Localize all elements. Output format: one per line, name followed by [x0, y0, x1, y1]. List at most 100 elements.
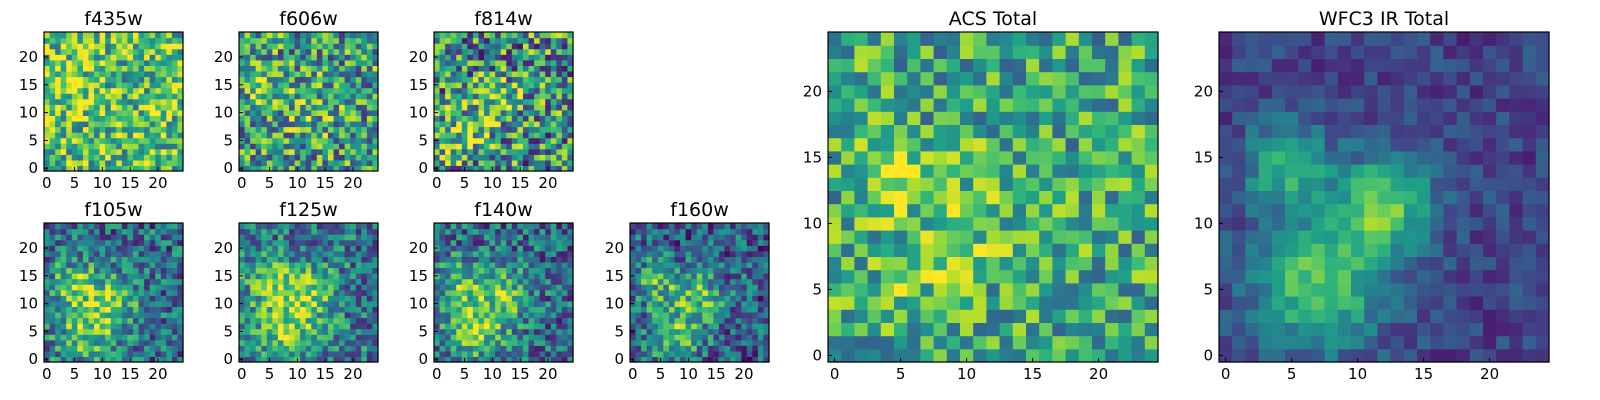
- heatmap-cell: [973, 269, 987, 284]
- heatmap-cell: [506, 289, 513, 296]
- heatmap-cell: [528, 159, 535, 167]
- heatmap-cell: [946, 309, 961, 323]
- heatmap-cell: [272, 59, 279, 66]
- heatmap-cell: [556, 32, 563, 39]
- heatmap-cell: [77, 250, 84, 257]
- heatmap-cell: [138, 267, 145, 274]
- heatmap-cell: [316, 323, 323, 330]
- heatmap-cell: [110, 317, 117, 324]
- heatmap-cell: [434, 98, 441, 105]
- heatmap-cell: [261, 295, 268, 302]
- heatmap-cell: [105, 234, 112, 241]
- heatmap-cell: [561, 126, 569, 133]
- heatmap-cell: [522, 339, 530, 346]
- heatmap-cell: [289, 234, 296, 241]
- heatmap-cell: [1026, 230, 1040, 244]
- heatmap-cell: [539, 76, 546, 83]
- heatmap-cell: [94, 261, 101, 269]
- heatmap-cell: [668, 273, 676, 280]
- heatmap-cell: [116, 148, 123, 155]
- heatmap-cell: [461, 143, 468, 150]
- heatmap-cell: [44, 234, 51, 241]
- heatmap-cell: [1092, 282, 1106, 297]
- heatmap-cell: [434, 70, 441, 78]
- heatmap-cell: [999, 335, 1014, 350]
- heatmap-cell: [160, 48, 167, 55]
- heatmap-cell: [277, 154, 285, 161]
- heatmap-cell: [88, 306, 95, 313]
- heatmap-cell: [105, 339, 112, 346]
- heatmap-cell: [567, 239, 574, 246]
- heatmap-cell: [99, 245, 106, 252]
- heatmap-cell: [177, 148, 184, 155]
- heatmap-cell: [116, 126, 123, 133]
- heatmap-cell: [155, 37, 162, 44]
- heatmap-cell: [55, 300, 62, 307]
- heatmap-cell: [366, 59, 374, 66]
- heatmap-cell: [472, 93, 480, 100]
- heatmap-cell: [567, 228, 574, 235]
- heatmap-cell: [556, 76, 563, 83]
- heatmap-cell: [550, 234, 557, 241]
- heatmap-cell: [828, 124, 842, 139]
- heatmap-cell: [110, 115, 117, 122]
- heatmap-cell: [55, 65, 62, 72]
- heatmap-cell: [277, 93, 285, 100]
- heatmap-cell: [333, 165, 340, 172]
- heatmap-cell: [149, 317, 156, 324]
- heatmap-cell: [763, 306, 770, 313]
- heatmap-cell: [685, 234, 692, 241]
- heatmap-cell: [300, 143, 307, 150]
- heatmap-cell: [132, 32, 140, 39]
- heatmap-cell: [138, 120, 145, 128]
- heatmap-cell: [506, 132, 513, 139]
- heatmap-cell: [746, 323, 753, 330]
- heatmap-cell: [355, 256, 362, 263]
- heatmap-cell: [77, 148, 84, 155]
- heatmap-cell: [1144, 216, 1159, 231]
- heatmap-cell: [880, 203, 895, 218]
- heatmap-cell: [528, 59, 535, 66]
- heatmap-cell: [561, 115, 569, 122]
- heatmap-cell: [741, 256, 748, 263]
- heatmap-cell: [495, 267, 502, 274]
- heatmap-cell: [94, 65, 101, 72]
- heatmap-cell: [561, 154, 569, 161]
- heatmap-cell: [366, 334, 374, 341]
- heatmap-cell: [244, 65, 251, 72]
- heatmap-cell: [121, 345, 128, 352]
- heatmap-cell: [166, 223, 173, 230]
- heatmap-cell: [657, 261, 664, 269]
- heatmap-cell: [149, 59, 156, 66]
- heatmap-cell: [522, 70, 530, 78]
- heatmap-cell: [735, 334, 742, 341]
- heatmap-cell: [339, 356, 346, 363]
- heatmap-cell: [450, 165, 457, 172]
- heatmap-cell: [450, 328, 457, 335]
- heatmap-cell: [545, 323, 552, 330]
- heatmap-cell: [144, 323, 151, 330]
- heatmap-cell: [121, 132, 128, 139]
- heatmap-cell: [272, 250, 279, 257]
- heatmap-cell: [160, 120, 167, 128]
- heatmap-cell: [88, 239, 95, 246]
- heatmap-cell: [105, 239, 112, 246]
- heatmap-cell: [171, 76, 179, 83]
- heatmap-cell: [77, 261, 84, 269]
- heatmap-cell: [528, 261, 535, 269]
- heatmap-cell: [116, 250, 123, 257]
- heatmap-cell: [489, 317, 496, 324]
- heatmap-cell: [960, 348, 974, 363]
- heatmap-cell: [641, 300, 648, 307]
- heatmap-cell: [355, 98, 362, 105]
- heatmap-cell: [49, 87, 56, 94]
- heatmap-cell: [327, 70, 335, 78]
- heatmap-cell: [366, 239, 374, 246]
- heatmap-cell: [445, 165, 452, 172]
- heatmap-cell: [434, 250, 441, 257]
- heatmap-cell: [450, 87, 457, 94]
- heatmap-cell: [450, 159, 457, 167]
- heatmap-cell: [478, 93, 485, 100]
- heatmap-cell: [366, 32, 374, 39]
- heatmap-cell: [116, 43, 123, 50]
